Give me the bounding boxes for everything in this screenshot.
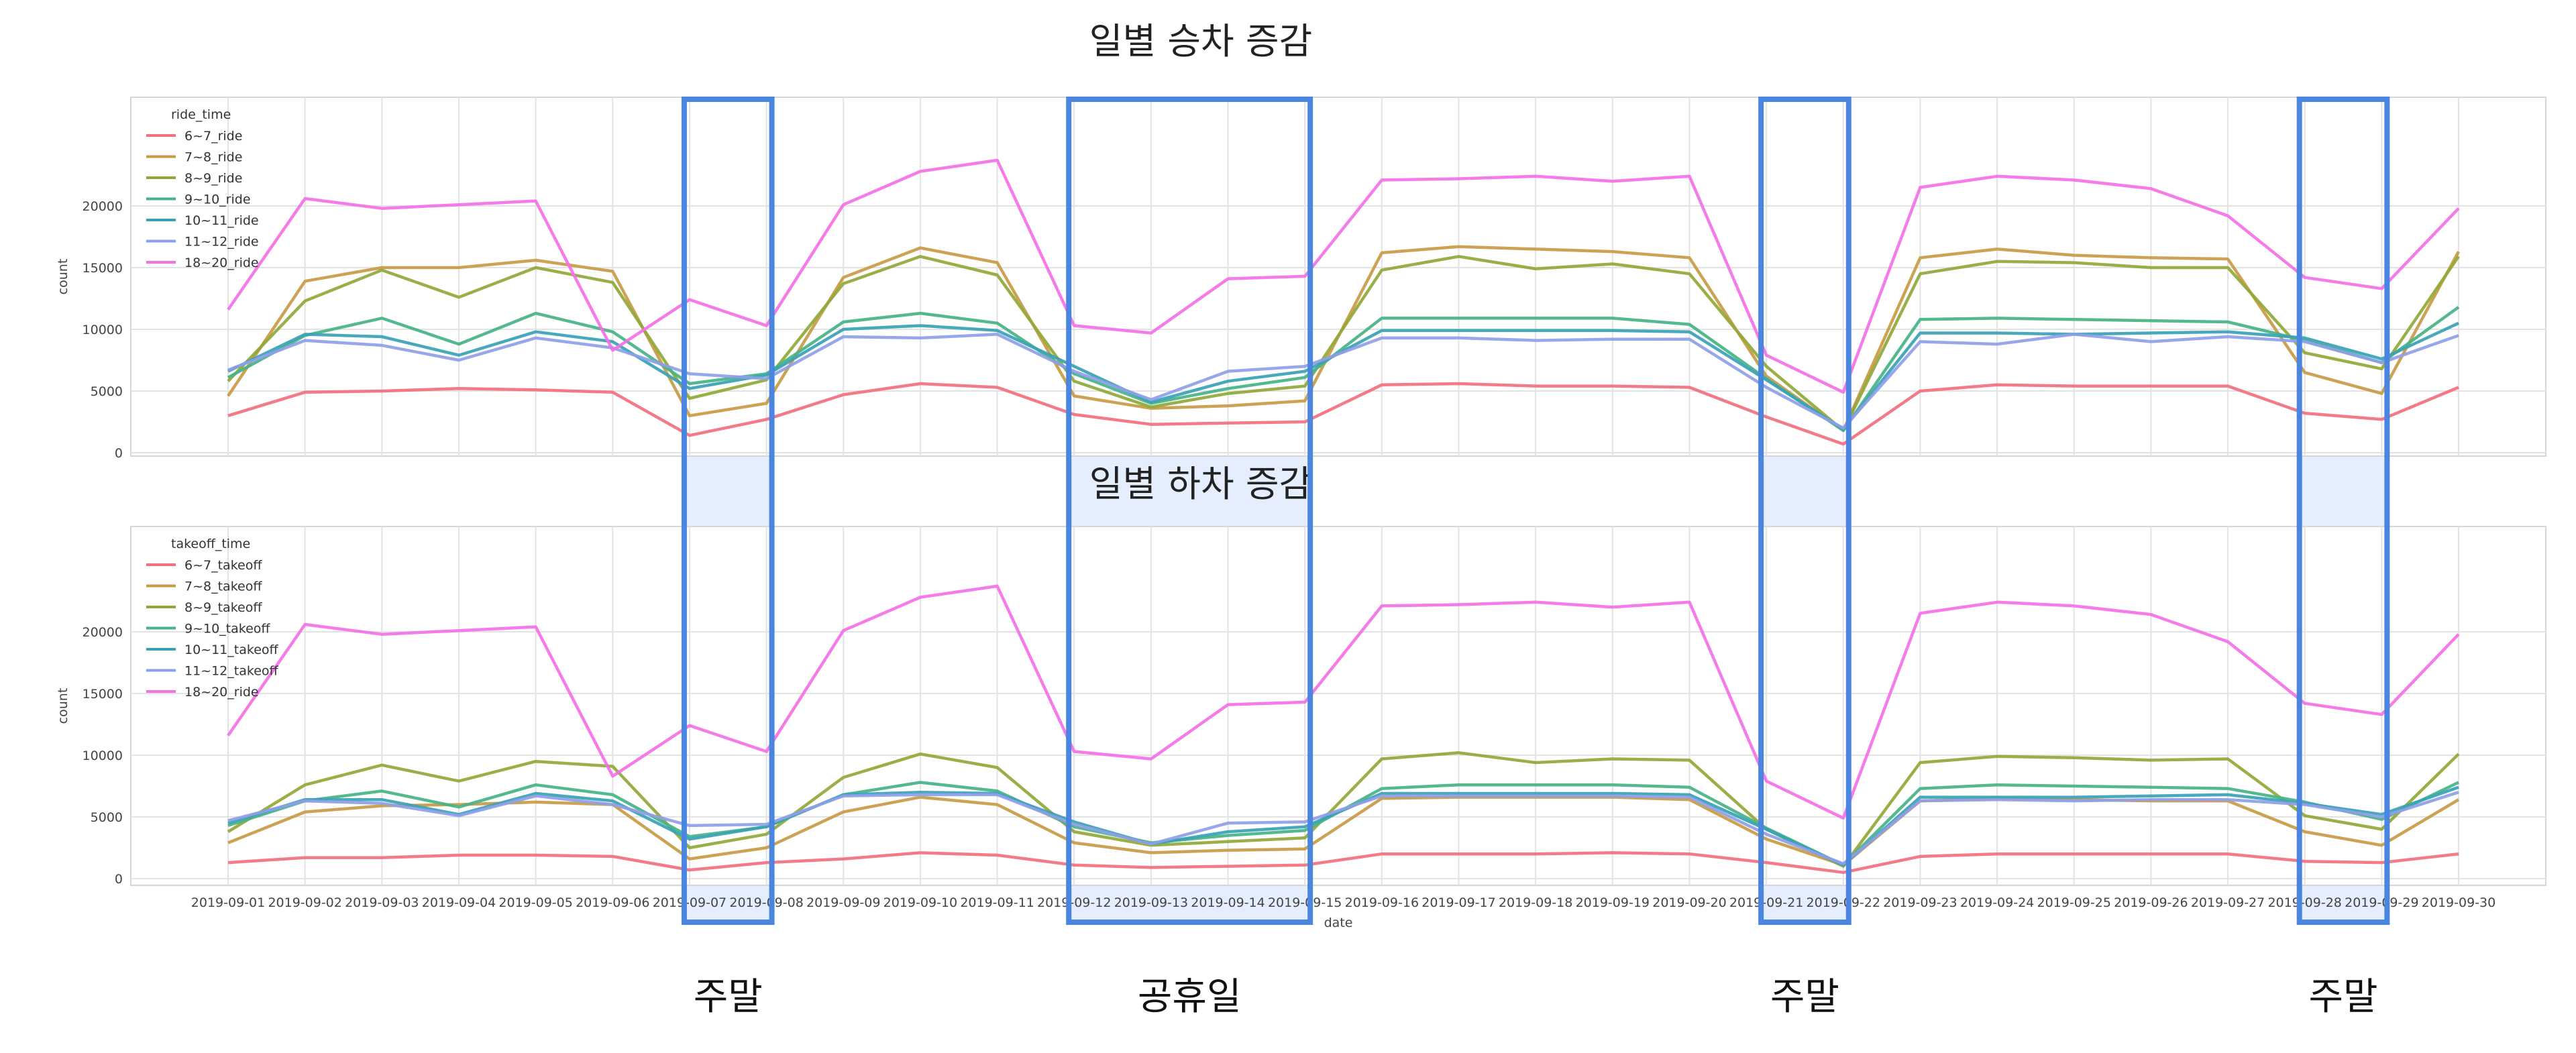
y-tick-label: 0 bbox=[115, 872, 123, 887]
legend-entry: 6~7_takeoff bbox=[184, 558, 262, 573]
highlight-band-outline bbox=[1758, 97, 1851, 925]
band-label: 주말 bbox=[2308, 975, 2377, 1019]
series-line-6~7_takeoff bbox=[227, 851, 2459, 875]
x-tick-label: 2019-09-26 bbox=[2114, 895, 2188, 910]
series-line-8~9_takeoff bbox=[227, 751, 2460, 868]
legend-title: takeoff_time bbox=[171, 537, 250, 551]
legend-entry: 8~9_ride bbox=[184, 171, 242, 186]
x-tick-label: 2019-09-19 bbox=[1576, 895, 1650, 910]
highlight-band-outline bbox=[1066, 97, 1313, 925]
bottom-chart-title: 일별 하차 증감 bbox=[1089, 463, 1312, 505]
legend: takeoff_time 6~7_takeoff 7~8_takeoff 8~9_ta… bbox=[146, 537, 279, 700]
y-tick-label: 10000 bbox=[83, 749, 123, 763]
band-label: 공휴일 bbox=[1138, 975, 1242, 1019]
x-tick-label: 2019-09-25 bbox=[2037, 895, 2111, 910]
legend-entry: 11~12_takeoff bbox=[184, 664, 279, 679]
x-tick-label: 2019-09-13 bbox=[1114, 895, 1188, 910]
x-tick-label: 2019-09-16 bbox=[1345, 895, 1419, 910]
legend-entry: 7~8_ride bbox=[184, 150, 242, 165]
x-tick-label: 2019-09-14 bbox=[1191, 895, 1265, 910]
series-line-11~12_ride bbox=[227, 333, 2459, 430]
x-tick-label: 2019-09-20 bbox=[1652, 895, 1726, 910]
y-tick-label: 15000 bbox=[83, 687, 123, 702]
x-tick-label: 2019-09-30 bbox=[2422, 895, 2496, 910]
x-tick-label: 2019-09-11 bbox=[960, 895, 1034, 910]
x-tick-label: 2019-09-29 bbox=[2345, 895, 2418, 910]
x-tick-label: 2019-09-12 bbox=[1037, 895, 1111, 910]
x-tick-label: 2019-09-03 bbox=[345, 895, 419, 910]
x-tick-label: 2019-09-02 bbox=[268, 895, 341, 910]
legend-entry: 18~20_ride bbox=[184, 256, 259, 270]
x-tick-label: 2019-09-15 bbox=[1268, 895, 1342, 910]
series-line-6~7_ride bbox=[227, 382, 2459, 446]
x-tick-label: 2019-09-10 bbox=[883, 895, 957, 910]
y-tick-label: 5000 bbox=[91, 384, 123, 399]
x-tick-label: 2019-09-05 bbox=[498, 895, 572, 910]
series-line-18~20_ride bbox=[227, 158, 2460, 394]
top-chart-title: 일별 승차 증감 bbox=[1089, 20, 1312, 62]
legend-entry: 7~8_takeoff bbox=[184, 579, 262, 594]
series-line-18~20_ride bbox=[227, 584, 2460, 820]
x-tick-label: 2019-09-01 bbox=[191, 895, 265, 910]
x-tick-label: 2019-09-08 bbox=[729, 895, 803, 910]
legend: ride_time 6~7_ride 7~8_ride 8~9_ride 9~10_ri… bbox=[146, 107, 259, 270]
plot-area bbox=[130, 526, 2546, 886]
x-tick-label: 2019-09-22 bbox=[1807, 895, 1880, 910]
plot-area bbox=[130, 97, 2546, 457]
band-label: 주말 bbox=[694, 975, 763, 1019]
series-line-9~10_ride bbox=[227, 306, 2460, 433]
x-axis-label: date bbox=[1324, 916, 1353, 930]
y-tick-label: 20000 bbox=[83, 625, 123, 640]
y-tick-label: 20000 bbox=[83, 199, 123, 214]
y-axis-label: count bbox=[56, 688, 70, 724]
highlight-band-outline bbox=[2296, 97, 2390, 925]
x-tick-label: 2019-09-04 bbox=[422, 895, 496, 910]
highlight-band-outline-layer: 주말 공휴일 주말 주말 bbox=[681, 97, 2390, 1019]
legend-entry: 8~9_takeoff bbox=[184, 600, 262, 615]
x-tick-label: 2019-09-09 bbox=[806, 895, 880, 910]
y-tick-label: 10000 bbox=[83, 323, 123, 337]
x-tick-label: 2019-09-17 bbox=[1421, 895, 1495, 910]
y-tick-label: 0 bbox=[115, 446, 123, 461]
x-tick-label: 2019-09-07 bbox=[653, 895, 727, 910]
legend-entry: 9~10_ride bbox=[184, 192, 251, 207]
x-tick-label: 2019-09-21 bbox=[1729, 895, 1803, 910]
ride-line-chart: 0 5000 10000 15000 20000 count ride_time 6~7_ri… bbox=[56, 97, 2546, 461]
x-tick-label: 2019-09-06 bbox=[576, 895, 649, 910]
legend-entry: 10~11_takeoff bbox=[184, 643, 279, 657]
series-line-8~9_ride bbox=[227, 255, 2460, 433]
y-axis-label: count bbox=[56, 259, 70, 295]
y-tick-label: 15000 bbox=[83, 261, 123, 276]
x-tick-label: 2019-09-18 bbox=[1499, 895, 1572, 910]
highlight-band-outline bbox=[681, 97, 775, 925]
x-tick-label: 2019-09-23 bbox=[1883, 895, 1957, 910]
band-label: 주말 bbox=[1770, 975, 1839, 1019]
x-tick-label: 2019-09-27 bbox=[2191, 895, 2265, 910]
y-tick-label: 5000 bbox=[91, 810, 123, 825]
legend-entry: 9~10_takeoff bbox=[184, 622, 270, 636]
legend-entry: 11~12_ride bbox=[184, 235, 259, 250]
legend-title: ride_time bbox=[171, 107, 231, 122]
series-line-11~12_takeoff bbox=[227, 791, 2459, 866]
legend-entry: 6~7_ride bbox=[184, 129, 242, 144]
legend-entry: 10~11_ride bbox=[184, 213, 259, 228]
legend-entry: 18~20_ride bbox=[184, 685, 259, 700]
x-tick-label: 2019-09-24 bbox=[1960, 895, 2034, 910]
x-tick-label: 2019-09-28 bbox=[2267, 895, 2341, 910]
